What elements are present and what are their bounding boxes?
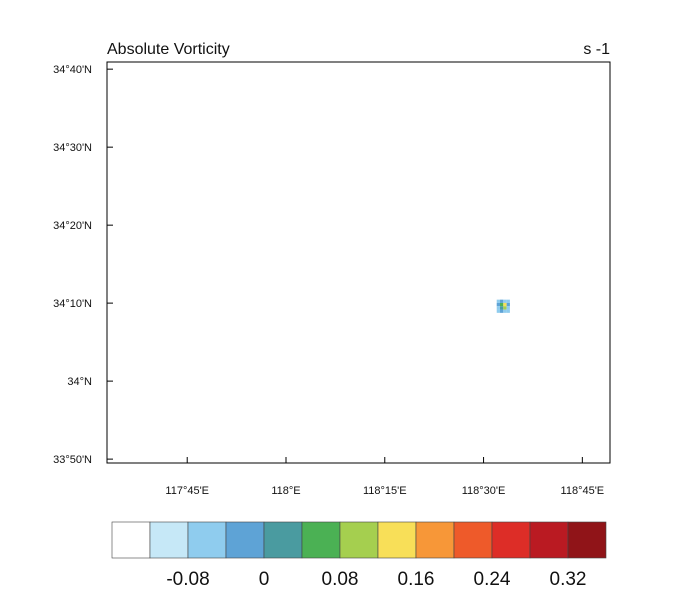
y-tick-label: 34°30'N bbox=[53, 142, 92, 154]
colorbar-box bbox=[225, 521, 265, 559]
colorbar-box bbox=[263, 521, 303, 559]
y-tick-label: 34°N bbox=[67, 376, 92, 388]
vorticity-cell bbox=[496, 309, 501, 313]
vorticity-cell bbox=[500, 309, 504, 313]
colorbar-box bbox=[491, 521, 531, 559]
vorticity-cell bbox=[496, 299, 501, 303]
y-tick-label: 34°10'N bbox=[53, 298, 92, 310]
colorbar-label: 0.16 bbox=[398, 569, 435, 590]
chart-title: Absolute Vorticity bbox=[107, 41, 230, 58]
colorbar-box bbox=[149, 521, 189, 559]
colorbar-label: -0.08 bbox=[166, 569, 209, 590]
x-tick-label: 117°45'E bbox=[165, 485, 209, 497]
vorticity-cell bbox=[500, 302, 504, 307]
vorticity-cell bbox=[506, 302, 510, 307]
vorticity-cell bbox=[503, 299, 507, 303]
colorbar-label: 0.32 bbox=[550, 569, 587, 590]
colorbar-label: 0.08 bbox=[322, 569, 359, 590]
x-tick-label: 118°30'E bbox=[462, 485, 506, 497]
colorbar-box bbox=[415, 521, 455, 559]
colorbar-box bbox=[187, 521, 227, 559]
vorticity-cell bbox=[506, 299, 510, 303]
colorbar-box bbox=[567, 521, 607, 559]
colorbar-box bbox=[529, 521, 569, 559]
vorticity-cell bbox=[506, 306, 510, 310]
y-tick-label: 33°50'N bbox=[53, 454, 92, 466]
vorticity-cell bbox=[496, 306, 501, 310]
vorticity-cell bbox=[503, 302, 507, 307]
colorbar-box bbox=[377, 521, 417, 559]
vorticity-cell bbox=[503, 306, 507, 310]
vorticity-cell bbox=[500, 299, 504, 303]
colorbar-label: 0 bbox=[259, 569, 270, 590]
plot-frame bbox=[106, 61, 611, 464]
y-tick-label: 34°40'N bbox=[53, 64, 92, 76]
vorticity-cell bbox=[506, 309, 510, 313]
colorbar-box bbox=[111, 521, 151, 559]
vorticity-cell bbox=[500, 306, 504, 310]
vorticity-cell bbox=[503, 309, 507, 313]
colorbar-box bbox=[453, 521, 493, 559]
colorbar-box bbox=[301, 521, 341, 559]
x-tick-label: 118°E bbox=[271, 485, 300, 497]
colorbar-box bbox=[339, 521, 379, 559]
x-tick-label: 118°15'E bbox=[363, 485, 407, 497]
x-tick-label: 118°45'E bbox=[561, 485, 605, 497]
y-tick-label: 34°20'N bbox=[53, 220, 92, 232]
colorbar-label: 0.24 bbox=[474, 569, 511, 590]
units-label: s -1 bbox=[583, 41, 610, 58]
vorticity-cell bbox=[496, 302, 501, 307]
